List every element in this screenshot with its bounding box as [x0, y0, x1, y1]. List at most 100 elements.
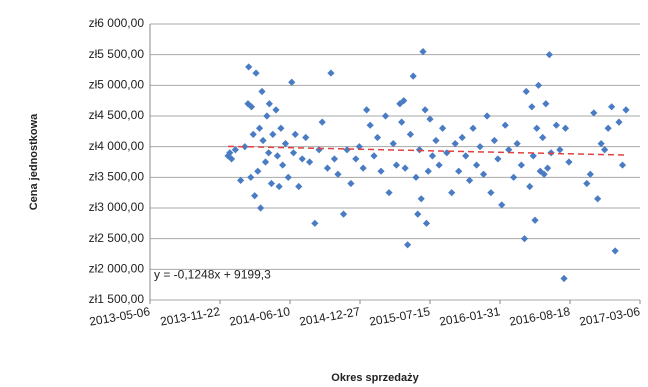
point [245, 63, 253, 71]
point [601, 146, 609, 154]
point [259, 136, 267, 145]
point [428, 152, 437, 160]
point [288, 78, 296, 86]
point [597, 140, 605, 148]
point [396, 100, 404, 108]
point [560, 274, 568, 283]
point [257, 204, 265, 212]
point [622, 106, 630, 114]
point [366, 121, 374, 129]
point [339, 210, 348, 218]
point [533, 124, 541, 132]
point [330, 155, 339, 163]
point [479, 170, 488, 178]
point [611, 247, 619, 255]
point [315, 146, 323, 154]
point [377, 167, 385, 175]
point [302, 133, 310, 142]
x-tick-label: 2013-11-22 [159, 304, 221, 328]
y-tick-label: zł1 500,00 [89, 292, 145, 306]
trendline-equation: y = -0,1248x + 9199,3 [154, 268, 271, 282]
point [513, 140, 521, 148]
x-tick-label: 2014-06-10 [228, 304, 291, 329]
point [277, 124, 285, 132]
point [618, 161, 627, 169]
point [604, 124, 612, 132]
point [476, 143, 484, 151]
point [483, 112, 491, 120]
point [540, 170, 548, 178]
x-tick-label: 2016-08-18 [508, 304, 571, 329]
point [352, 155, 360, 163]
point [534, 81, 543, 89]
trendline [228, 145, 627, 156]
point [385, 189, 393, 197]
point [583, 179, 591, 188]
point [267, 179, 276, 188]
point [608, 103, 616, 111]
x-tick-label: 2016-01-31 [438, 304, 501, 329]
y-tick-label: zł5 500,00 [89, 47, 145, 61]
point [226, 149, 234, 157]
point [545, 51, 553, 59]
point [255, 124, 264, 132]
point [439, 124, 447, 132]
point [561, 124, 570, 132]
point [422, 219, 431, 227]
point [501, 121, 509, 129]
point [306, 158, 314, 166]
x-tick-label: 2014-12-27 [298, 304, 361, 329]
point [465, 176, 474, 184]
point [398, 118, 406, 126]
point [520, 235, 529, 243]
point [531, 216, 539, 224]
point [417, 195, 425, 203]
point [355, 143, 363, 151]
point [272, 106, 280, 114]
point [586, 170, 594, 178]
point [327, 69, 335, 77]
y-tick-label: zł6 000,00 [89, 16, 145, 30]
point [241, 143, 249, 151]
point [529, 152, 537, 160]
point [590, 109, 598, 117]
y-tick-label: zł4 000,00 [89, 139, 145, 153]
point [363, 106, 371, 114]
point [426, 115, 434, 123]
point [472, 161, 481, 169]
point [251, 192, 259, 200]
point [528, 103, 536, 111]
point [412, 173, 420, 181]
point [421, 106, 429, 114]
point [284, 173, 292, 181]
point [505, 146, 513, 154]
point [247, 173, 255, 181]
point [334, 170, 342, 178]
point [409, 72, 417, 80]
point [392, 161, 400, 169]
point [424, 167, 432, 175]
point [318, 118, 326, 126]
point [261, 158, 270, 166]
point [455, 167, 463, 175]
point [615, 118, 623, 126]
point [401, 164, 409, 172]
point [565, 158, 573, 166]
point [556, 146, 564, 154]
y-tick-label: zł2 000,00 [89, 262, 145, 276]
y-tick-label: zł3 000,00 [89, 200, 145, 214]
point [295, 182, 303, 191]
point [389, 140, 397, 148]
point [265, 100, 273, 108]
point [435, 161, 443, 169]
point [279, 161, 287, 169]
point [451, 140, 459, 148]
point [291, 130, 299, 138]
point [263, 112, 271, 120]
point [432, 136, 440, 145]
point [298, 155, 306, 163]
point [347, 179, 355, 188]
point [542, 100, 550, 108]
point [281, 140, 290, 148]
